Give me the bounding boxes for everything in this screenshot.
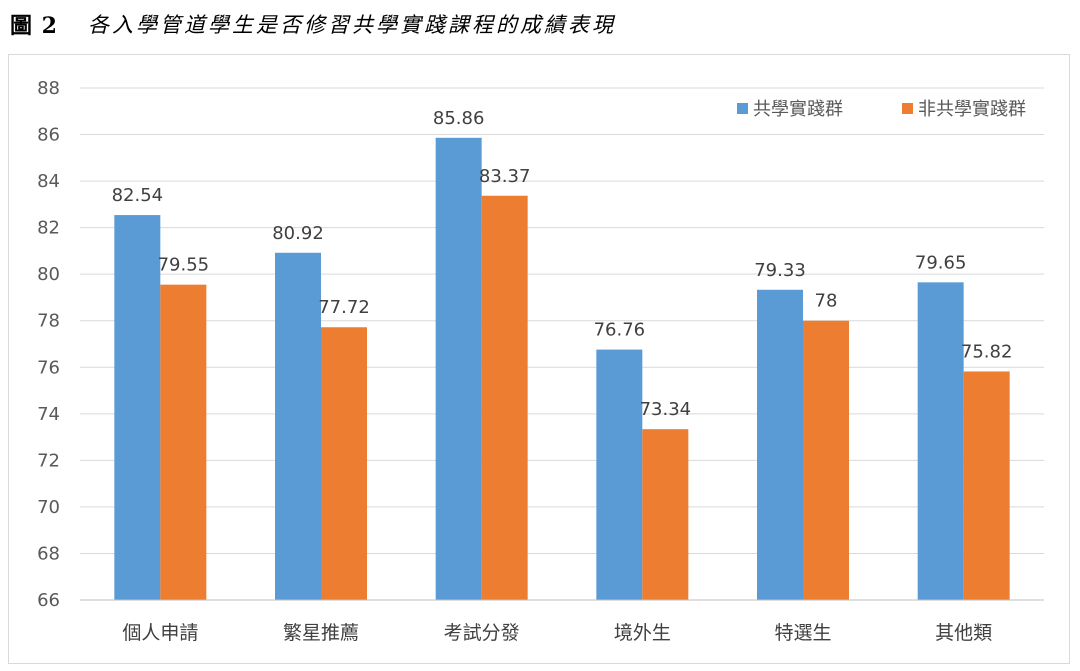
legend-swatch bbox=[737, 103, 748, 114]
chart-area: 66 68 70 72 74 76 78 80 82 84 86 88 個人申請 繁星推薦 考試分發 境外生 特… bbox=[8, 54, 1070, 664]
figure-caption: 各入學管道學生是否修習共學實踐課程的成績表現 bbox=[87, 13, 616, 37]
bar-series-1 bbox=[757, 289, 803, 600]
bar-series-2 bbox=[963, 371, 1010, 600]
legend-label: 共學實踐群 bbox=[753, 99, 843, 120]
figure-label: 圖 2 bbox=[10, 13, 58, 39]
data-label: 80.92 bbox=[272, 223, 324, 244]
bar-series-2 bbox=[803, 320, 849, 600]
data-label: 77.72 bbox=[318, 297, 370, 318]
category-label: 個人申請 bbox=[122, 622, 198, 644]
data-label: 79.65 bbox=[915, 252, 967, 273]
category-label: 考試分發 bbox=[444, 622, 520, 644]
bar-series-2 bbox=[481, 195, 528, 600]
y-tick-label: 84 bbox=[37, 171, 60, 192]
bar-series-2 bbox=[642, 429, 689, 600]
data-label: 79.55 bbox=[158, 255, 210, 276]
legend-label: 非共學實踐群 bbox=[918, 99, 1026, 120]
bar-chart: 66 68 70 72 74 76 78 80 82 84 86 88 個人申請 繁星推薦 考試分發 境外生 特… bbox=[37, 78, 1044, 644]
data-label: 85.86 bbox=[433, 108, 485, 129]
category-label: 境外生 bbox=[614, 622, 671, 644]
data-label: 75.82 bbox=[961, 341, 1013, 362]
y-tick-label: 74 bbox=[37, 404, 60, 425]
bar-series-1 bbox=[917, 282, 964, 600]
legend-swatch bbox=[902, 103, 913, 114]
data-label: 83.37 bbox=[479, 166, 531, 187]
y-tick-label: 82 bbox=[37, 218, 60, 239]
data-label: 76.76 bbox=[594, 320, 646, 341]
y-tick-label: 86 bbox=[37, 125, 60, 146]
bar-series-1 bbox=[114, 215, 161, 600]
y-tick-label: 88 bbox=[37, 78, 60, 99]
category-label: 特選生 bbox=[774, 622, 831, 644]
y-tick-label: 76 bbox=[37, 357, 60, 378]
y-tick-label: 70 bbox=[37, 497, 60, 518]
bar-series-1 bbox=[435, 137, 482, 600]
y-tick-label: 78 bbox=[37, 311, 60, 332]
category-label: 其他類 bbox=[935, 622, 992, 644]
bar-series-2 bbox=[321, 327, 367, 600]
data-label: 73.34 bbox=[640, 399, 692, 420]
category-label: 繁星推薦 bbox=[283, 622, 359, 644]
y-tick-label: 66 bbox=[37, 590, 60, 611]
y-tick-label: 72 bbox=[37, 450, 60, 471]
bar-series-2 bbox=[160, 284, 207, 600]
figure-title: 圖 2 各入學管道學生是否修習共學實踐課程的成績表現 bbox=[10, 8, 616, 40]
bar-series-1 bbox=[596, 349, 643, 600]
data-label: 79.33 bbox=[754, 260, 806, 281]
y-tick-label: 80 bbox=[37, 264, 60, 285]
y-tick-label: 68 bbox=[37, 543, 60, 564]
bar-series-1 bbox=[275, 252, 321, 600]
data-label: 82.54 bbox=[112, 185, 164, 206]
data-label: 78 bbox=[815, 291, 838, 312]
